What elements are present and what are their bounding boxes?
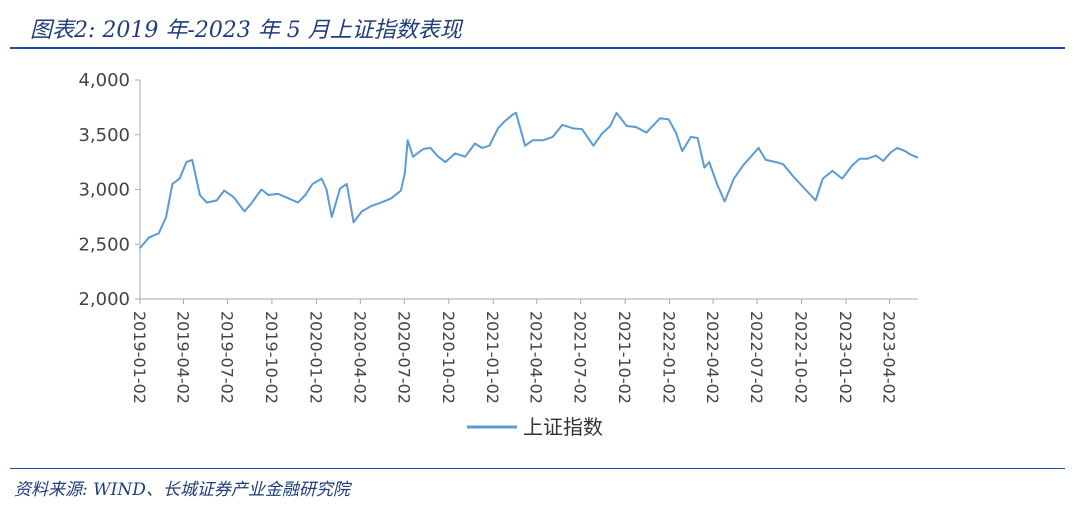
legend-label: 上证指数 <box>523 415 603 439</box>
y-tick-label: 2,000 <box>78 289 130 310</box>
x-axis: 2019-01-02 2019-04-02 2019-07-02 2019-10-02… <box>130 298 918 404</box>
x-tick-label: 2021-07-02 <box>571 311 590 404</box>
series-line <box>139 111 919 249</box>
x-tick-label: 2020-10-02 <box>439 311 458 404</box>
x-tick-label: 2021-04-02 <box>527 311 546 404</box>
x-tick-label: 2022-04-02 <box>703 311 722 404</box>
x-tick-label: 2023-04-02 <box>879 311 898 404</box>
x-tick-label: 2020-07-02 <box>394 311 413 404</box>
source-rule <box>10 468 1065 469</box>
x-tick-label: 2019-07-02 <box>217 311 236 404</box>
x-tick-label: 2020-04-02 <box>350 311 369 404</box>
x-tick-label: 2022-10-02 <box>792 311 811 404</box>
x-tick-label: 2023-01-02 <box>836 311 855 404</box>
x-tick-label: 2022-07-02 <box>747 311 766 404</box>
x-tick-label: 2019-04-02 <box>173 311 192 404</box>
legend: 上证指数 <box>467 415 603 439</box>
y-tick-label: 2,500 <box>78 234 130 255</box>
chart-title: 图表2: 2019 年-2023 年 5 月上证指数表现 <box>30 18 462 43</box>
x-tick-label: 2022-01-02 <box>660 311 679 404</box>
y-axis: 2,000 2,500 3,000 3,500 4,000 <box>78 70 141 310</box>
x-tick-label: 2020-01-02 <box>306 311 325 404</box>
series-layer <box>139 111 919 249</box>
y-tick-label: 3,000 <box>78 180 130 201</box>
x-tick-label: 2021-10-02 <box>615 311 634 404</box>
x-tick-label: 2019-01-02 <box>130 311 149 404</box>
title-rule <box>10 47 1065 49</box>
y-tick-label: 3,500 <box>78 125 130 146</box>
x-tick-label: 2021-01-02 <box>483 311 502 404</box>
y-tick-label: 4,000 <box>78 70 130 91</box>
source-note: 资料来源: WIND、长城证券产业金融研究院 <box>14 480 350 500</box>
x-tick-label: 2019-10-02 <box>262 311 281 404</box>
